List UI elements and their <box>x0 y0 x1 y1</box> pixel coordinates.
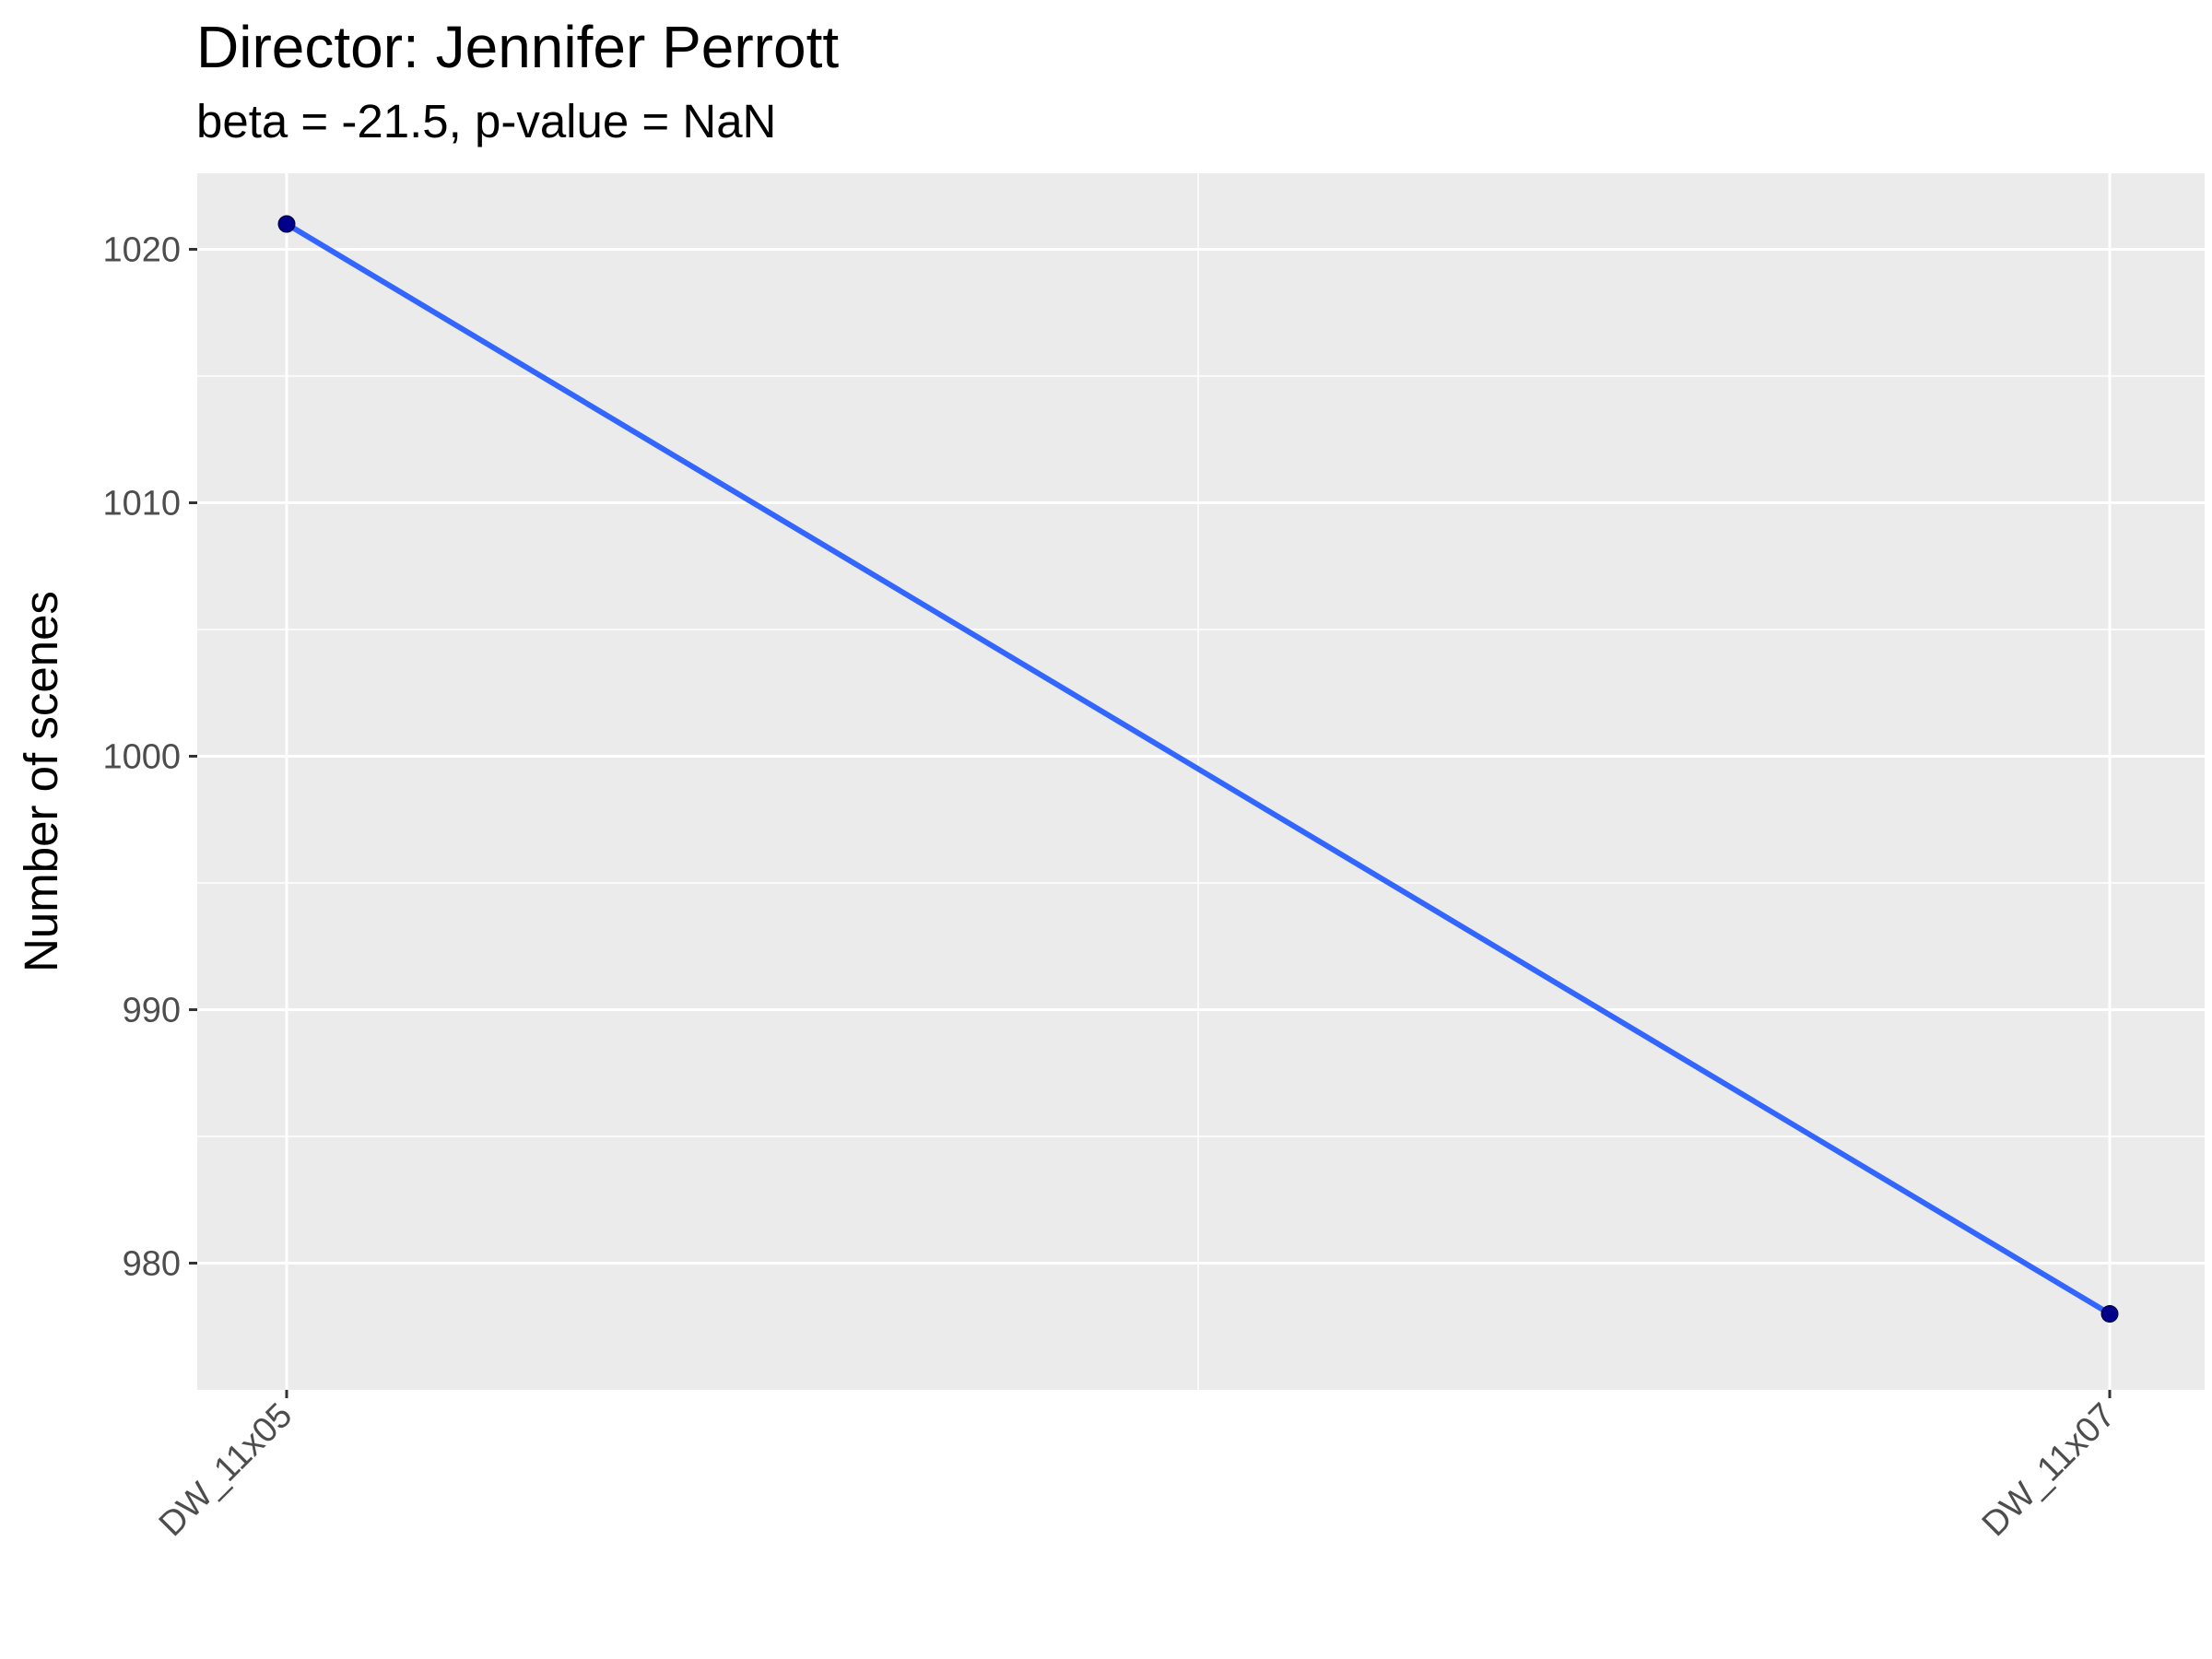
x-tick-label: DW_11x05 <box>152 1396 300 1545</box>
chart-title: Director: Jennifer Perrott <box>196 14 840 80</box>
x-tick-label: DW_11x07 <box>1975 1396 2124 1545</box>
data-point <box>277 215 296 233</box>
y-tick-label: 990 <box>123 992 181 1030</box>
y-tick-label: 1020 <box>102 231 181 270</box>
y-tick-label: 1000 <box>102 738 181 777</box>
y-axis-label: Number of scenes <box>15 591 67 972</box>
series-layer <box>277 215 2119 1323</box>
series-line <box>285 221 2112 1317</box>
x-axis: DW_11x05 DW_11x07 <box>152 1390 2124 1545</box>
grid-major <box>197 173 2205 1390</box>
chart-subtitle: beta = -21.5, p-value = NaN <box>196 95 777 147</box>
data-point <box>2100 1305 2119 1323</box>
y-tick-label: 1010 <box>102 485 181 524</box>
y-tick-label: 980 <box>123 1245 181 1284</box>
grid-minor <box>197 173 2205 1390</box>
y-axis: 980 990 1000 1010 1020 <box>102 231 197 1284</box>
plot-panel <box>197 173 2205 1390</box>
